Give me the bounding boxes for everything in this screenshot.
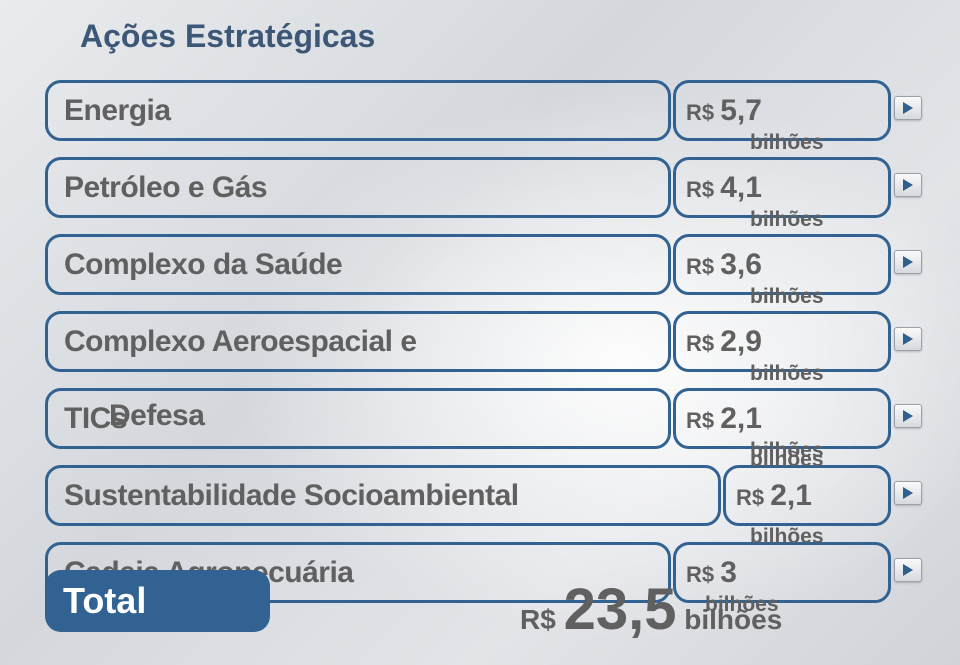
row-value-text: R$ 3,6 bbox=[676, 250, 762, 280]
row-5: Sustentabilidade SocioambientalR$ 2,1bil… bbox=[45, 465, 920, 520]
total-label: Total bbox=[45, 580, 146, 622]
row-value-text: R$ 2,1 bbox=[676, 404, 762, 434]
row-value-text: R$ 5,7 bbox=[676, 96, 762, 126]
row-label-text: Complexo Aeroespacial e bbox=[48, 325, 417, 359]
play-icon[interactable] bbox=[894, 327, 922, 351]
overlap-defesa: Defesa bbox=[109, 399, 204, 433]
row-1: Petróleo e GásR$ 4,1bilhões bbox=[45, 157, 920, 212]
total-amount: 23,5 bbox=[564, 577, 677, 642]
row-value-text: R$ 2,1 bbox=[726, 481, 812, 511]
rows-container: Energia R$ 5,7 bilhões Petróleo e Gás R$ 4,1… bbox=[45, 80, 920, 619]
row-label-pill: Sustentabilidade Socioambiental bbox=[45, 465, 721, 526]
row-unit-text: bilhões bbox=[750, 362, 824, 386]
row-2: Complexo da SaúdeR$ 3,6bilhões bbox=[45, 234, 920, 289]
total-pill: Total bbox=[45, 570, 270, 632]
page-title: Ações Estratégicas bbox=[80, 18, 375, 55]
play-icon[interactable] bbox=[894, 404, 922, 428]
play-icon[interactable] bbox=[894, 173, 922, 197]
row-label-text: Complexo da Saúde bbox=[48, 248, 342, 282]
row-label-text: Energia bbox=[48, 94, 171, 128]
row-unit-text: bilhões bbox=[750, 131, 824, 155]
row-unit-text: bilhões bbox=[750, 525, 824, 549]
row-3: Complexo Aeroespacial eR$ 2,9bilhões bbox=[45, 311, 920, 366]
row-label-text: Sustentabilidade Socioambiental bbox=[48, 479, 519, 513]
row-value-pill: R$ 2,1 bbox=[723, 465, 891, 526]
row-unit-text: bilhões bbox=[750, 448, 824, 472]
play-icon[interactable] bbox=[894, 250, 922, 274]
trailing-unit: bilhões bbox=[705, 593, 779, 617]
play-icon[interactable] bbox=[894, 96, 922, 120]
total-currency: R$ bbox=[520, 604, 556, 635]
play-icon[interactable] bbox=[894, 481, 922, 505]
row-label-pill: Complexo Aeroespacial e bbox=[45, 311, 671, 372]
row-value-text: R$ 2,9 bbox=[676, 327, 762, 357]
row-label-text: Petróleo e Gás bbox=[48, 171, 267, 205]
row-0: EnergiaR$ 5,7bilhões bbox=[45, 80, 920, 135]
row-label-pill: Energia bbox=[45, 80, 671, 141]
row-value-text: R$ 4,1 bbox=[676, 173, 762, 203]
row-unit-text: bilhões bbox=[750, 285, 824, 309]
row-label-pill: Complexo da Saúde bbox=[45, 234, 671, 295]
row-unit-text: bilhões bbox=[750, 208, 824, 232]
row-label-pill: Petróleo e Gás bbox=[45, 157, 671, 218]
total-block: Total R$ 23,5 bilhões bbox=[45, 570, 920, 650]
